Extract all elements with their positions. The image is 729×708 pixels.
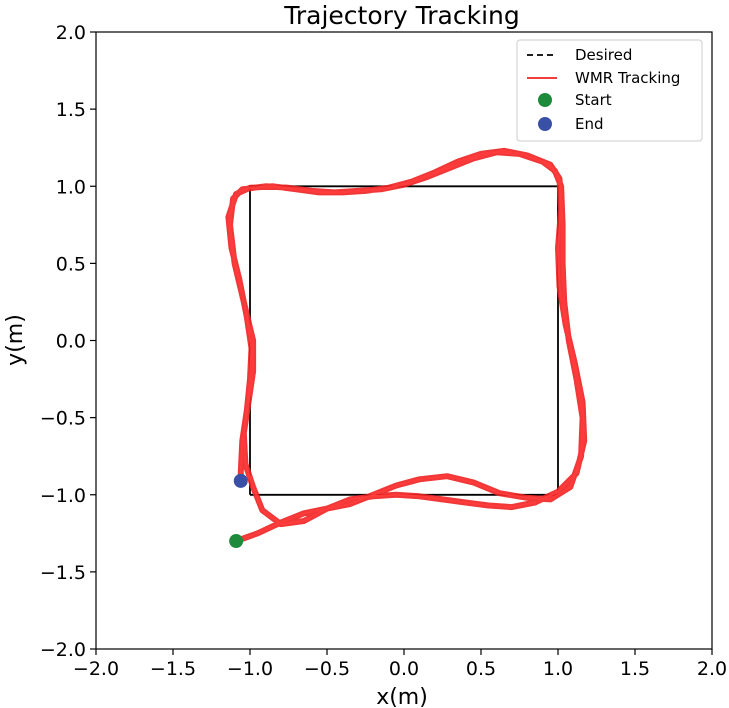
legend-box — [516, 39, 703, 142]
legend-desired-label: Desired — [575, 46, 632, 64]
y-tick-label: −1.5 — [40, 562, 86, 584]
series-layer — [225, 147, 588, 544]
x-tick-label: −0.5 — [304, 658, 350, 680]
start-marker — [229, 534, 244, 549]
chart-title: Trajectory Tracking — [283, 1, 519, 30]
y-tick-label: −2.0 — [40, 639, 86, 661]
y-tick-label: 1.5 — [56, 99, 86, 121]
y-tick-label: −0.5 — [40, 408, 86, 430]
x-tick-label: −2.0 — [73, 658, 119, 680]
marker-layer — [229, 473, 248, 549]
legend-start-swatch — [538, 93, 552, 107]
x-tick-label: 0.0 — [389, 658, 419, 680]
series-wmr-tracking-core — [227, 149, 586, 542]
legend-start-label: Start — [575, 91, 612, 109]
x-axis-label: x(m) — [376, 685, 428, 708]
legend-wmr-label: WMR Tracking — [575, 69, 680, 87]
y-ticks: 2.0 1.5 1.0 0.5 0.0 −0.5 −1.0 −1.5 −2.0 — [40, 22, 96, 661]
x-tick-label: 0.5 — [466, 658, 496, 680]
x-tick-label: 1.5 — [620, 658, 650, 680]
end-marker — [233, 473, 248, 488]
y-axis-label: y(m) — [3, 314, 28, 366]
y-tick-label: 0.5 — [56, 253, 86, 275]
legend-end-label: End — [575, 115, 604, 133]
y-tick-label: 0.0 — [56, 331, 86, 353]
x-ticks: −2.0 −1.5 −1.0 −0.5 0.0 0.5 1.0 1.5 2.0 — [73, 649, 727, 680]
legend: Desired WMR Tracking Start End — [516, 39, 703, 142]
legend-end-swatch — [538, 117, 552, 131]
y-tick-label: −1.0 — [40, 485, 86, 507]
x-tick-label: 1.0 — [543, 658, 573, 680]
y-tick-label: 1.0 — [56, 176, 86, 198]
y-tick-label: 2.0 — [56, 22, 86, 44]
x-tick-label: −1.5 — [150, 658, 196, 680]
x-tick-label: 2.0 — [697, 658, 727, 680]
x-tick-label: −1.0 — [227, 658, 273, 680]
